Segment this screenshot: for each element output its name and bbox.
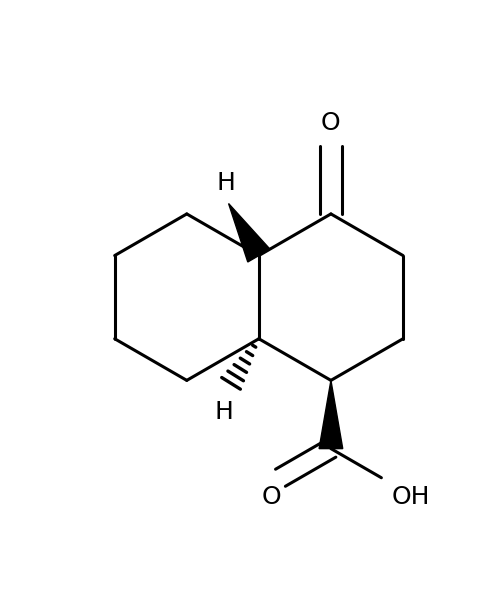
Polygon shape bbox=[319, 381, 343, 449]
Text: H: H bbox=[217, 171, 236, 195]
Text: O: O bbox=[321, 111, 341, 135]
Text: H: H bbox=[215, 400, 234, 424]
Text: OH: OH bbox=[391, 485, 430, 509]
Polygon shape bbox=[229, 203, 270, 262]
Text: O: O bbox=[262, 485, 281, 509]
